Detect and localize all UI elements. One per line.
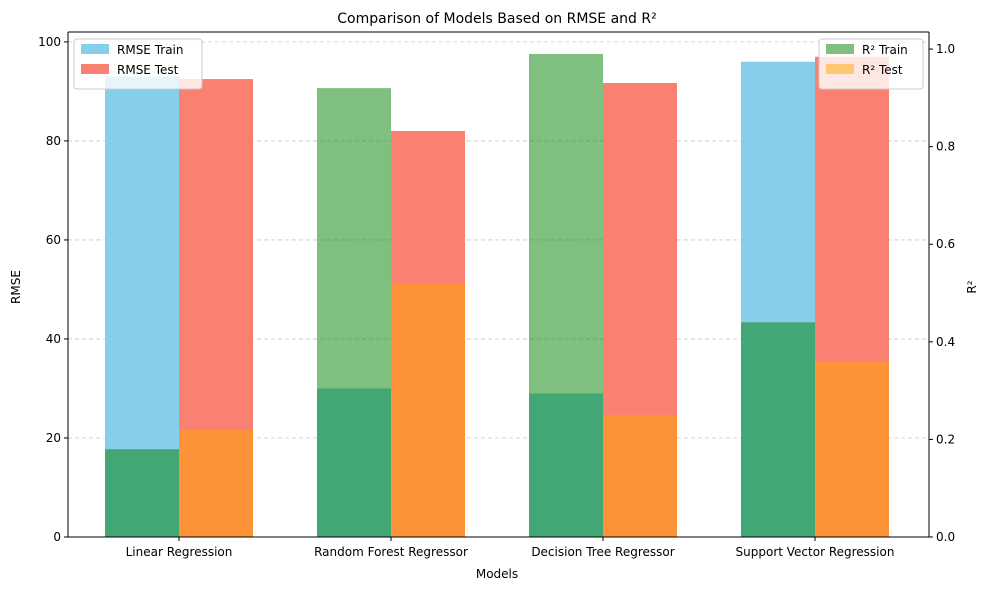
y-tick-label: 100: [38, 35, 61, 49]
chart-title: Comparison of Models Based on RMSE and R…: [337, 11, 656, 27]
axes-layer: 0 20 40 60 80 100 0.0 0.2 0.4 0.6 0.8 1.0 Linear Reg…: [38, 31, 955, 559]
legend-label: RMSE Test: [117, 63, 179, 77]
legend-swatch: [81, 64, 109, 74]
bar-r-train-3: [741, 322, 815, 537]
bar-r-test-1: [391, 283, 465, 537]
x-tick-label: Linear Regression: [126, 545, 233, 559]
y-tick-label: 20: [46, 431, 61, 445]
bar-r-test-0: [179, 429, 253, 537]
x-tick-label: Random Forest Regressor: [314, 545, 468, 559]
y-axis-label: RMSE: [9, 270, 23, 304]
y2-tick-label: 0.8: [936, 140, 955, 154]
legend-swatch: [81, 44, 109, 54]
x-tick-label: Decision Tree Regressor: [531, 545, 674, 559]
bars-layer: [105, 53, 889, 538]
bar-r-train-1: [317, 88, 391, 537]
y-tick-label: 40: [46, 332, 61, 346]
legend-swatch: [826, 64, 854, 74]
x-axis-label: Models: [476, 567, 518, 581]
y-tick-label: 80: [46, 134, 61, 148]
y2-tick-label: 0.2: [936, 432, 955, 446]
legend-swatch: [826, 44, 854, 54]
bar-r-test-2: [603, 415, 677, 537]
y2-tick-label: 0.6: [936, 237, 955, 251]
legend-upper-right: R² Train R² Test: [818, 38, 924, 90]
x-tick-label: Support Vector Regression: [736, 545, 895, 559]
legend-layer: RMSE Train RMSE Test R² Train R² Test: [73, 38, 924, 90]
y-tick-label: 60: [46, 233, 61, 247]
y-tick-label: 0: [53, 530, 61, 544]
bar-r-test-3: [815, 361, 889, 537]
legend-label: RMSE Train: [117, 43, 184, 57]
legend-label: R² Test: [862, 63, 903, 77]
y2-axis-label: R²: [965, 280, 979, 293]
legend-upper-left: RMSE Train RMSE Test: [73, 38, 203, 90]
y2-tick-label: 0.0: [936, 530, 955, 544]
legend-label: R² Train: [862, 43, 908, 57]
bar-r-train-2: [529, 53, 603, 538]
y2-tick-label: 0.4: [936, 335, 955, 349]
bar-r-train-0: [105, 449, 179, 537]
y2-tick-label: 1.0: [936, 42, 955, 56]
